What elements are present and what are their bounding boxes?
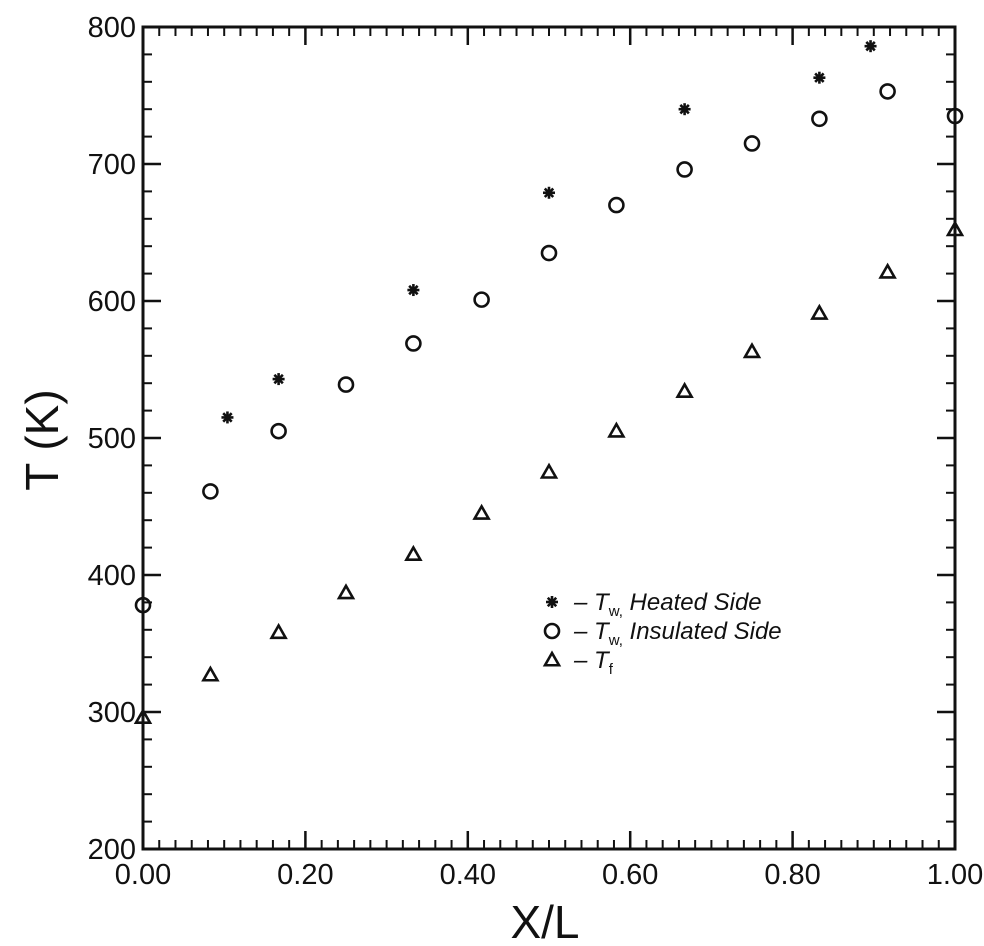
- legend-label: – Tw, Heated Side: [573, 589, 762, 620]
- triangle-marker: [542, 650, 562, 667]
- y-tick-label: 600: [88, 286, 136, 318]
- asterisk-marker: [546, 596, 558, 608]
- y-tick-label: 800: [88, 12, 136, 44]
- circle-marker: [946, 107, 964, 125]
- plot-frame: [141, 25, 957, 851]
- series-triangle: [133, 220, 965, 725]
- y-tick-label: 200: [88, 834, 136, 866]
- triangle-marker: [810, 303, 829, 320]
- x-tick-label: 1.00: [927, 859, 983, 891]
- asterisk-marker: [813, 71, 826, 84]
- x-tick-label: 0.40: [440, 859, 496, 891]
- asterisk-marker: [678, 103, 691, 116]
- x-tick-label: 0.80: [764, 859, 820, 891]
- triangle-marker: [269, 622, 288, 640]
- circle-marker: [134, 596, 152, 614]
- legend-entry: – Tw, Heated Side: [546, 589, 762, 620]
- circle-marker: [202, 483, 219, 500]
- triangle-marker: [472, 503, 491, 520]
- legend: – Tw, Heated Side– Tw, Insulated Side– T…: [542, 589, 782, 678]
- y-tick-labels: 200 300 400 500 600 700 800: [88, 12, 136, 866]
- circle-marker: [543, 622, 561, 640]
- axis-ticks: [141, 25, 957, 851]
- triangle-marker: [336, 583, 356, 600]
- circle-marker: [676, 161, 693, 178]
- x-tick-label: 0.20: [277, 859, 333, 891]
- asterisk-marker: [864, 40, 877, 53]
- legend-label: – Tw, Insulated Side: [573, 618, 782, 649]
- legend-entry: – Tf: [542, 647, 614, 678]
- circle-marker: [743, 135, 761, 152]
- circle-marker: [608, 196, 625, 214]
- data-markers: [133, 40, 965, 725]
- circle-marker: [270, 422, 287, 440]
- series-circle: [134, 83, 964, 614]
- circle-marker: [811, 110, 828, 128]
- y-tick-label: 400: [88, 560, 136, 592]
- triangle-marker: [539, 462, 559, 479]
- triangle-marker: [742, 342, 762, 359]
- circle-marker: [473, 291, 490, 308]
- asterisk-marker: [543, 186, 555, 199]
- circle-marker: [879, 83, 896, 100]
- triangle-marker: [201, 665, 220, 682]
- circle-marker: [405, 335, 422, 352]
- y-axis-label: T (K): [16, 389, 68, 490]
- asterisk-marker: [272, 373, 285, 386]
- y-tick-label: 300: [88, 697, 136, 729]
- triangle-marker: [607, 421, 626, 438]
- y-tick-label: 500: [88, 423, 136, 455]
- asterisk-marker: [221, 411, 234, 424]
- series-asterisk: [221, 40, 877, 424]
- legend-entry: – Tw, Insulated Side: [543, 618, 782, 649]
- triangle-marker: [404, 544, 423, 562]
- circle-marker: [337, 376, 355, 393]
- x-tick-label: 0.60: [602, 859, 658, 891]
- circle-marker: [540, 244, 558, 262]
- triangle-marker: [675, 381, 694, 398]
- plot-area: [141, 25, 957, 851]
- x-tick-labels: 0.00 0.20 0.40 0.60 0.80 1.00: [115, 859, 983, 891]
- legend-label: – Tf: [573, 647, 614, 678]
- triangle-marker: [878, 262, 897, 279]
- triangle-marker: [945, 220, 965, 237]
- x-axis-label: X/L: [510, 896, 579, 946]
- x-tick-label: 0.00: [115, 859, 171, 891]
- y-tick-label: 700: [88, 149, 136, 181]
- asterisk-marker: [407, 284, 420, 297]
- triangle-marker: [133, 707, 153, 725]
